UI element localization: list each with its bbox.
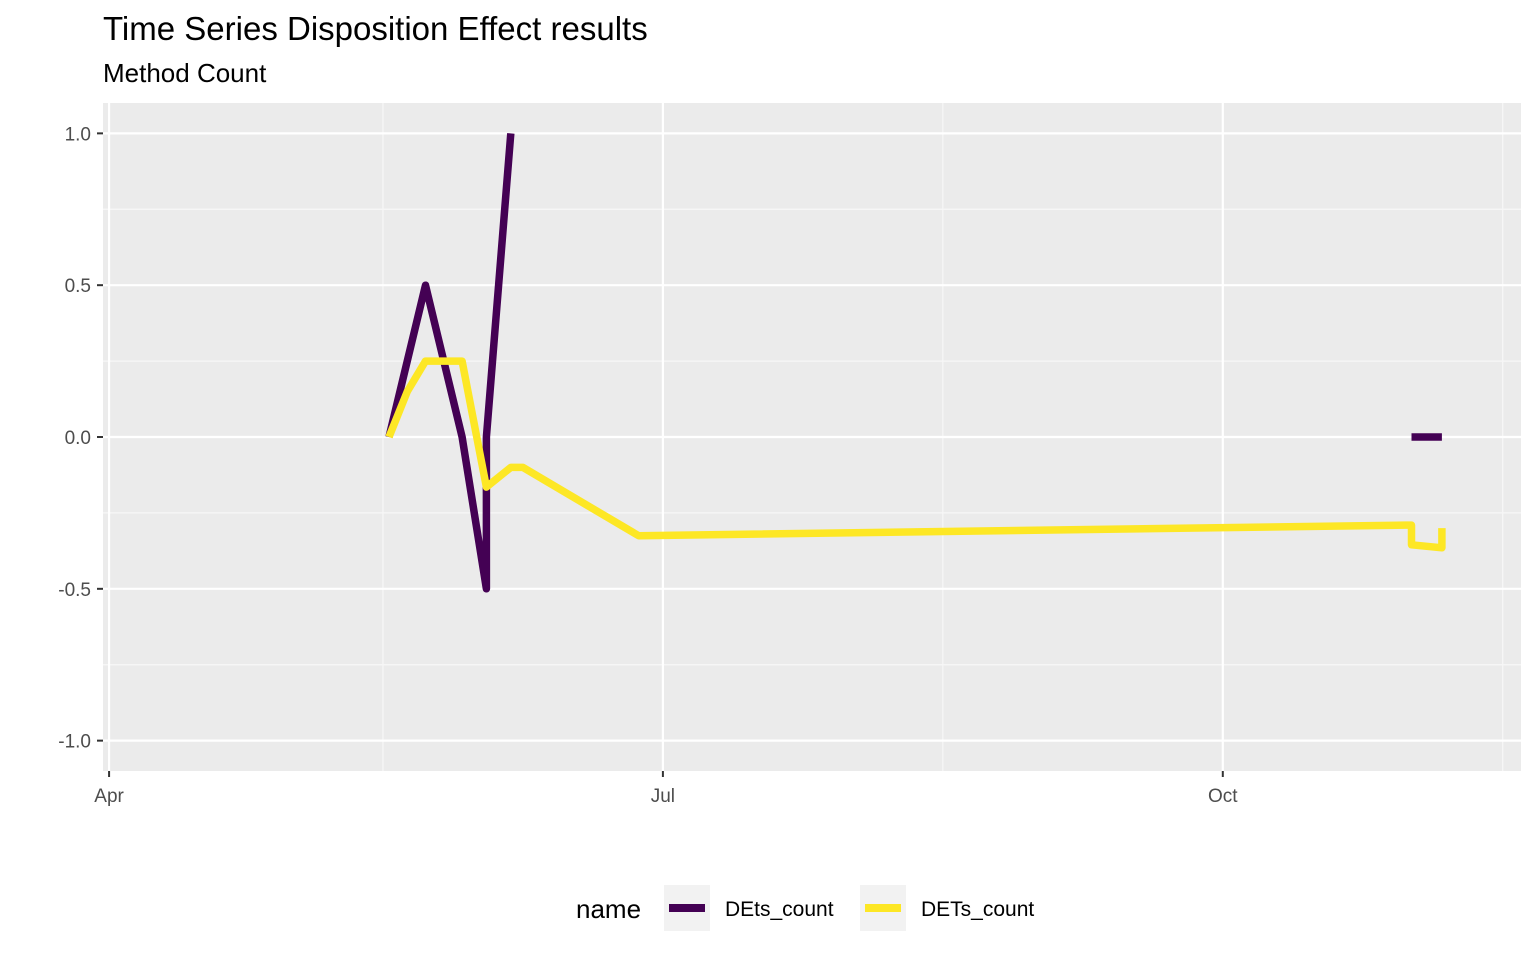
y-tick-label: 1.0 <box>65 124 91 145</box>
legend-label-dets-count: DEts_count <box>725 898 834 921</box>
chart-subtitle: Method Count <box>103 58 267 88</box>
chart-title: Time Series Disposition Effect results <box>103 10 648 47</box>
y-tick-label: -0.5 <box>58 580 91 601</box>
x-tick-label: Oct <box>1208 786 1238 807</box>
series-line-2-segment-1 <box>385 357 1446 552</box>
legend-title: name <box>576 894 641 924</box>
x-axis: Apr Jul Oct <box>94 771 1238 807</box>
x-tick-label: Jul <box>651 786 675 807</box>
y-axis: 1.0 0.5 0.0 -0.5 -1.0 <box>58 124 103 753</box>
y-tick-label: 0.5 <box>65 276 91 297</box>
legend-label-dets-count-2: DETs_count <box>921 898 1034 921</box>
series-line-1-segment-1 <box>385 133 515 593</box>
y-tick-label: 0.0 <box>65 428 91 449</box>
legend: name DEts_count DETs_count <box>576 885 1034 931</box>
series-lines <box>385 133 1446 593</box>
y-tick-label: -1.0 <box>58 732 91 753</box>
major-gridlines <box>103 103 1521 771</box>
x-tick-label: Apr <box>94 786 124 807</box>
